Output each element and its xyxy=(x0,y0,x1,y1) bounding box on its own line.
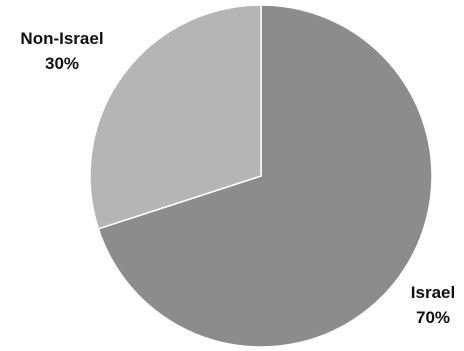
pie-slice-non-israel xyxy=(89,4,262,230)
slice-label-non-israel-name: Non-Israel xyxy=(20,29,103,48)
slice-label-israel-value: 70% xyxy=(416,308,450,327)
slice-label-non-israel-value: 30% xyxy=(45,54,79,73)
pie-slices xyxy=(89,4,433,348)
slice-label-israel-name: Israel xyxy=(411,283,455,302)
pie-slice-israel xyxy=(97,4,433,348)
